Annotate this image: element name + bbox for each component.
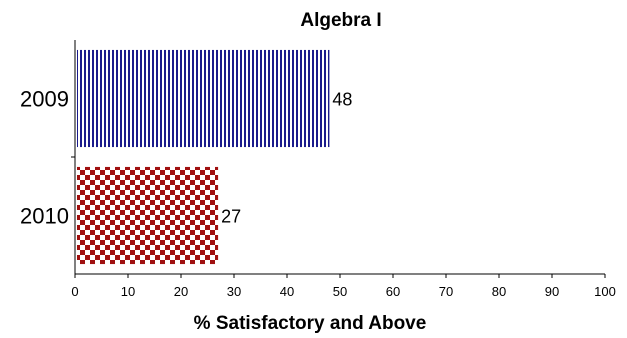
x-tick-label-80: 80 — [492, 284, 506, 299]
x-axis-label: % Satisfactory and Above — [194, 313, 427, 333]
x-tick-label-70: 70 — [439, 284, 453, 299]
x-tick-label-0: 0 — [71, 284, 78, 299]
x-tick-label-40: 40 — [280, 284, 294, 299]
bar-2009 — [77, 49, 330, 148]
x-tick-label-100: 100 — [594, 284, 616, 299]
x-tick-labels: 0 10 20 30 40 50 60 70 80 90 100 — [71, 274, 616, 299]
bar-2010 — [77, 166, 219, 265]
x-tick-label-50: 50 — [333, 284, 347, 299]
data-label-2010: 27 — [221, 207, 241, 227]
bars-layer: 2009 48 2010 27 — [20, 49, 352, 265]
x-tick-label-20: 20 — [174, 284, 188, 299]
category-label-2010: 2010 — [20, 204, 69, 229]
x-tick-label-60: 60 — [386, 284, 400, 299]
x-tick-label-10: 10 — [121, 284, 135, 299]
x-tick-label-90: 90 — [545, 284, 559, 299]
data-label-2009: 48 — [332, 90, 352, 110]
chart-title: Algebra I — [300, 10, 381, 31]
category-label-2009: 2009 — [20, 87, 69, 112]
x-tick-label-30: 30 — [227, 284, 241, 299]
